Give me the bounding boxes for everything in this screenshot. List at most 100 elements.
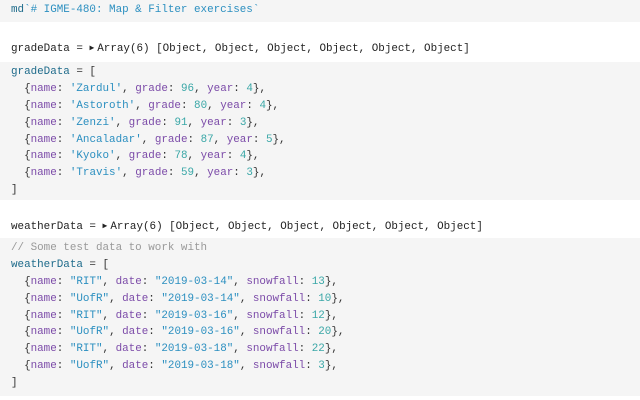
code-key: name	[30, 150, 57, 163]
code-punctuation: :	[298, 275, 312, 288]
weather-data-code-cell[interactable]: // Some test data to work with weatherDat…	[0, 238, 640, 396]
code-punctuation: ,	[239, 292, 253, 305]
code-punctuation: ,	[135, 99, 149, 112]
code-key: snowfall	[246, 343, 299, 356]
code-punctuation: :	[161, 116, 175, 129]
code-punctuation: {	[11, 309, 31, 322]
code-key: grade	[128, 150, 162, 163]
code-line: weatherData = [	[11, 257, 640, 274]
equals: =	[82, 221, 103, 233]
code-key: date	[122, 292, 149, 305]
code-punctuation: :	[141, 275, 155, 288]
code-punctuation: :	[56, 275, 70, 288]
code-string: "RIT"	[69, 275, 103, 288]
code-string: "RIT"	[69, 343, 103, 356]
code-number: 13	[311, 275, 325, 288]
code-punctuation: :	[56, 116, 70, 129]
code-punctuation: },	[331, 292, 345, 305]
code-punctuation: :	[305, 326, 319, 339]
code-punctuation: ,	[207, 99, 221, 112]
code-key: date	[122, 360, 149, 373]
code-punctuation: ,	[115, 116, 129, 129]
code-punctuation: },	[324, 275, 338, 288]
code-key: grade	[154, 133, 188, 146]
code-variable: weatherData	[11, 258, 83, 271]
grade-data-code-cell[interactable]: gradeData = [ {name: 'Zardul', grade: 96…	[0, 62, 640, 200]
code-string: "2019-03-18"	[154, 343, 234, 356]
code-string: "UofR"	[69, 292, 110, 305]
code-punctuation: ,	[109, 326, 123, 339]
code-punctuation: },	[324, 343, 338, 356]
code-punctuation: :	[233, 167, 247, 180]
code-punctuation: :	[305, 360, 319, 373]
code-punctuation: :	[56, 99, 70, 112]
code-string: 'Astoroth'	[69, 99, 136, 112]
code-number: 78	[174, 150, 188, 163]
code-punctuation: = [	[82, 258, 110, 271]
code-punctuation: ]	[11, 184, 18, 197]
code-line: {name: 'Travis', grade: 59, year: 3},	[11, 165, 640, 182]
code-number: 59	[180, 167, 195, 180]
code-punctuation: :	[141, 309, 155, 322]
code-punctuation: {	[11, 99, 31, 112]
code-line: {name: "UofR", date: "2019-03-14", snowf…	[11, 291, 640, 308]
code-punctuation: = [	[69, 66, 96, 78]
code-line: gradeData = [	[11, 64, 640, 81]
code-line: {name: 'Zenzi', grade: 91, year: 3},	[11, 115, 640, 132]
code-punctuation: :	[141, 343, 155, 356]
expand-toggle[interactable]: ▶ Array(6) [Object, Object, Object, Objec…	[89, 43, 469, 55]
code-punctuation: },	[331, 326, 345, 339]
code-number: 12	[311, 309, 325, 322]
code-string: "RIT"	[69, 309, 103, 322]
code-number: 4	[259, 99, 266, 112]
code-line: {name: "RIT", date: "2019-03-16", snowfa…	[11, 308, 640, 325]
code-punctuation: :	[56, 360, 70, 373]
code-key: grade	[135, 167, 168, 180]
code-string: 'Zenzi'	[69, 116, 116, 129]
code-number: 22	[311, 343, 325, 356]
code-punctuation: ,	[122, 167, 136, 180]
code-line: {name: "UofR", date: "2019-03-16", snowf…	[11, 324, 640, 341]
code-punctuation: :	[167, 82, 181, 95]
code-punctuation: {	[11, 133, 31, 146]
code-punctuation: },	[246, 116, 260, 129]
code-punctuation: {	[11, 150, 31, 163]
md-tag: md	[11, 4, 25, 16]
expand-toggle[interactable]: ▶ Array(6) [Object, Object, Object, Objec…	[103, 221, 483, 233]
code-punctuation: },	[272, 133, 286, 146]
code-punctuation: :	[226, 150, 240, 163]
code-key: year	[200, 150, 227, 163]
code-punctuation: ,	[233, 275, 247, 288]
code-punctuation: {	[11, 360, 31, 373]
code-number: 91	[174, 116, 188, 129]
code-punctuation: },	[265, 99, 280, 112]
code-string: "UofR"	[69, 326, 110, 339]
code-punctuation: :	[56, 167, 70, 180]
code-line: {name: 'Ancaladar', grade: 87, year: 5},	[11, 132, 640, 149]
code-punctuation: :	[252, 133, 266, 146]
code-line: {name: 'Kyoko', grade: 78, year: 4},	[11, 148, 640, 165]
code-line: ]	[11, 182, 640, 199]
code-number: 3	[318, 360, 325, 373]
code-punctuation: :	[226, 116, 240, 129]
code-key: name	[30, 167, 57, 180]
output-summary: Array(6) [Object, Object, Object, Object…	[97, 43, 470, 55]
code-punctuation: ,	[109, 360, 123, 373]
markdown-cell[interactable]: md`# IGME-480: Map & Filter exercises`	[0, 0, 640, 22]
code-punctuation: :	[56, 292, 70, 305]
code-punctuation: {	[11, 116, 31, 129]
code-string: "2019-03-16"	[161, 326, 240, 339]
code-punctuation: :	[56, 150, 70, 163]
code-key: snowfall	[252, 360, 306, 373]
code-punctuation: ,	[187, 150, 201, 163]
code-number: 96	[180, 82, 195, 95]
code-key: snowfall	[246, 275, 299, 288]
code-line: {name: "UofR", date: "2019-03-18", snowf…	[11, 358, 640, 375]
code-punctuation: {	[11, 275, 31, 288]
code-punctuation: :	[187, 133, 201, 146]
code-string: "UofR"	[69, 360, 110, 373]
code-key: snowfall	[246, 309, 299, 322]
code-punctuation: :	[305, 292, 319, 305]
code-punctuation: :	[148, 326, 162, 339]
code-punctuation: ,	[194, 82, 208, 95]
